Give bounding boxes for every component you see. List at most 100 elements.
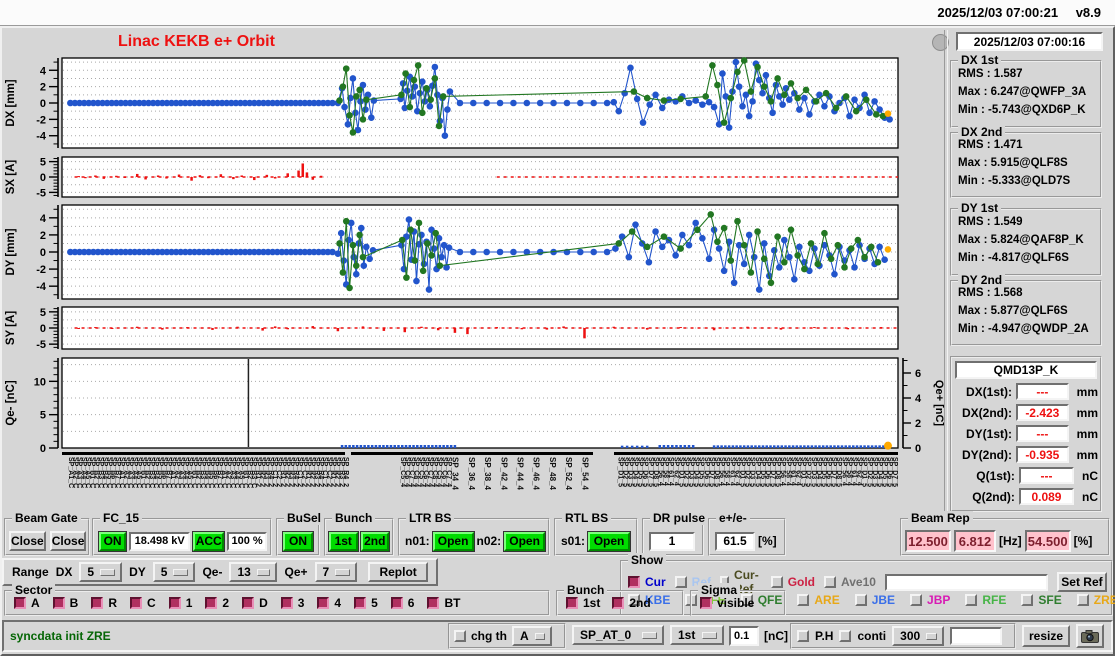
checkbox-1[interactable] (168, 597, 181, 609)
toggle-Gold[interactable]: Gold (770, 568, 815, 596)
checkbox-ARE[interactable] (797, 594, 810, 606)
checkbox-visible[interactable] (700, 597, 712, 609)
ref-file-input[interactable] (884, 573, 1048, 591)
toggle-RFE[interactable]: RFE (965, 593, 1006, 607)
ltr-n02-open-button[interactable]: Open (504, 531, 545, 551)
dr-pulse-value[interactable]: 1 (649, 531, 695, 551)
toggle-KBE[interactable]: KBE (628, 593, 670, 607)
range-dx-select[interactable]: 5 (79, 562, 123, 582)
checkbox-A[interactable] (14, 597, 26, 609)
charge-threshold-input[interactable] (729, 626, 759, 646)
checkbox-QFE[interactable] (740, 594, 753, 606)
th-select[interactable]: A (512, 626, 552, 646)
range-qem-select[interactable]: 13 (229, 562, 278, 582)
toggle-5[interactable]: 5 (354, 596, 378, 610)
axis-bar (62, 452, 345, 455)
toggle-A[interactable]: A (14, 596, 40, 610)
checkbox-BT[interactable] (427, 597, 440, 609)
checkbox-Cur[interactable] (628, 576, 640, 588)
toggle-2nd[interactable]: 2nd (612, 596, 651, 610)
toggle-3[interactable]: 3 (280, 596, 304, 610)
bunch-select[interactable]: 1st (670, 625, 724, 645)
screenshot-button[interactable] (1076, 624, 1104, 648)
toggle-Ave10[interactable]: Ave10 (824, 568, 876, 596)
toggle-6[interactable]: 6 (390, 596, 414, 610)
beam-gate-close-2-button[interactable]: Close (49, 531, 87, 551)
checkbox-D[interactable] (242, 597, 255, 609)
toggle-SFE[interactable]: SFE (1021, 593, 1062, 607)
range-dy-select[interactable]: 5 (152, 562, 196, 582)
toggle-R[interactable]: R (91, 596, 117, 610)
range-qep-select[interactable]: 7 (314, 562, 358, 582)
resize-button[interactable]: resize (1022, 625, 1070, 647)
checkbox-6[interactable] (390, 597, 403, 609)
label-ZRE: ZRE (1093, 593, 1115, 607)
checkbox-ZRE[interactable] (1076, 594, 1089, 606)
toggle-B[interactable]: B (52, 596, 78, 610)
checkbox-4[interactable] (317, 597, 330, 609)
toggle-JBP[interactable]: JBP (910, 593, 950, 607)
rms-label: RMS : (958, 68, 991, 80)
range-dx-label: DX (55, 565, 73, 579)
toggle-1st[interactable]: 1st (566, 596, 600, 610)
toggle-Cur[interactable]: Cur (628, 568, 666, 596)
label-JBP: JBP (927, 593, 951, 607)
extra-input[interactable] (950, 627, 1003, 645)
points-select[interactable]: 300 (892, 626, 945, 646)
ltr-n01-open-button[interactable]: Open (432, 531, 474, 551)
checkbox-3[interactable] (280, 597, 293, 609)
toggle-JBE[interactable]: JBE (854, 593, 895, 607)
checkbox-Gold[interactable] (770, 576, 783, 588)
toggle-4[interactable]: 4 (317, 596, 341, 610)
checkbox-JBP[interactable] (910, 594, 923, 606)
checkbox-JBE[interactable] (854, 594, 867, 606)
checkbox-RFE[interactable] (965, 594, 978, 606)
checkbox-Ave10[interactable] (824, 576, 837, 588)
bpm-label: SP_B4_C (101, 457, 109, 489)
checkbox-2nd[interactable] (612, 597, 625, 609)
toggle-visible[interactable]: visible (700, 596, 754, 610)
bpm-label: SP_D7_5 (830, 457, 838, 487)
camera-icon (1081, 629, 1099, 643)
checkbox-1st[interactable] (566, 597, 578, 609)
checkbox-KBE[interactable] (628, 594, 640, 606)
checkbox-Ref[interactable] (674, 576, 687, 588)
checkbox-5[interactable] (354, 597, 367, 609)
fc15-acc-button[interactable]: ACC (193, 531, 225, 551)
rtl-s01-open-button[interactable]: Open (588, 531, 631, 551)
fc15-percent-readout: 100 % (227, 531, 267, 551)
chg-th-group: chg th A (448, 623, 566, 649)
checkbox-SFE[interactable] (1021, 594, 1034, 606)
toggle-2[interactable]: 2 (205, 596, 229, 610)
beam-gate-close-1-button[interactable]: Close (9, 531, 46, 551)
fc15-on-button[interactable]: ON (99, 531, 127, 551)
toggle-C[interactable]: C (130, 596, 156, 610)
toggle-1[interactable]: 1 (168, 596, 192, 610)
checkbox-C[interactable] (130, 597, 143, 609)
toggle-ZRE[interactable]: ZRE (1076, 593, 1115, 607)
sp-at-select[interactable]: SP_AT_0 (572, 625, 664, 645)
readout-label: DY(1st): (965, 426, 1012, 441)
ph-checkbox[interactable] (797, 630, 809, 642)
bunch-2nd-button[interactable]: 2nd (360, 531, 389, 551)
toggle-Ref[interactable]: Ref (674, 568, 711, 596)
toggle-QFE[interactable]: QFE (740, 593, 782, 607)
conti-checkbox[interactable] (839, 630, 852, 642)
bunch-1st-button[interactable]: 1st (329, 531, 358, 551)
stat-title: DX 1st (958, 53, 1002, 67)
bpm-label: SP_A4_C (233, 457, 241, 489)
bpm-name[interactable]: QMD13P_K (955, 361, 1097, 379)
replot-button[interactable]: Replot (368, 562, 429, 582)
checkbox-B[interactable] (52, 597, 65, 609)
bpm-label: SP_52_4 (564, 457, 574, 490)
checkbox-R[interactable] (91, 597, 104, 609)
svg-text:5: 5 (40, 157, 46, 169)
readout-label: DX(2nd): (962, 405, 1012, 420)
set-ref-button[interactable]: Set Ref (1056, 572, 1107, 592)
toggle-ARE[interactable]: ARE (797, 593, 840, 607)
toggle-D[interactable]: D (242, 596, 268, 610)
busel-on-button[interactable]: ON (283, 531, 313, 551)
toggle-BT[interactable]: BT (427, 596, 460, 610)
checkbox-2[interactable] (205, 597, 218, 609)
chg-th-checkbox[interactable] (454, 630, 466, 642)
